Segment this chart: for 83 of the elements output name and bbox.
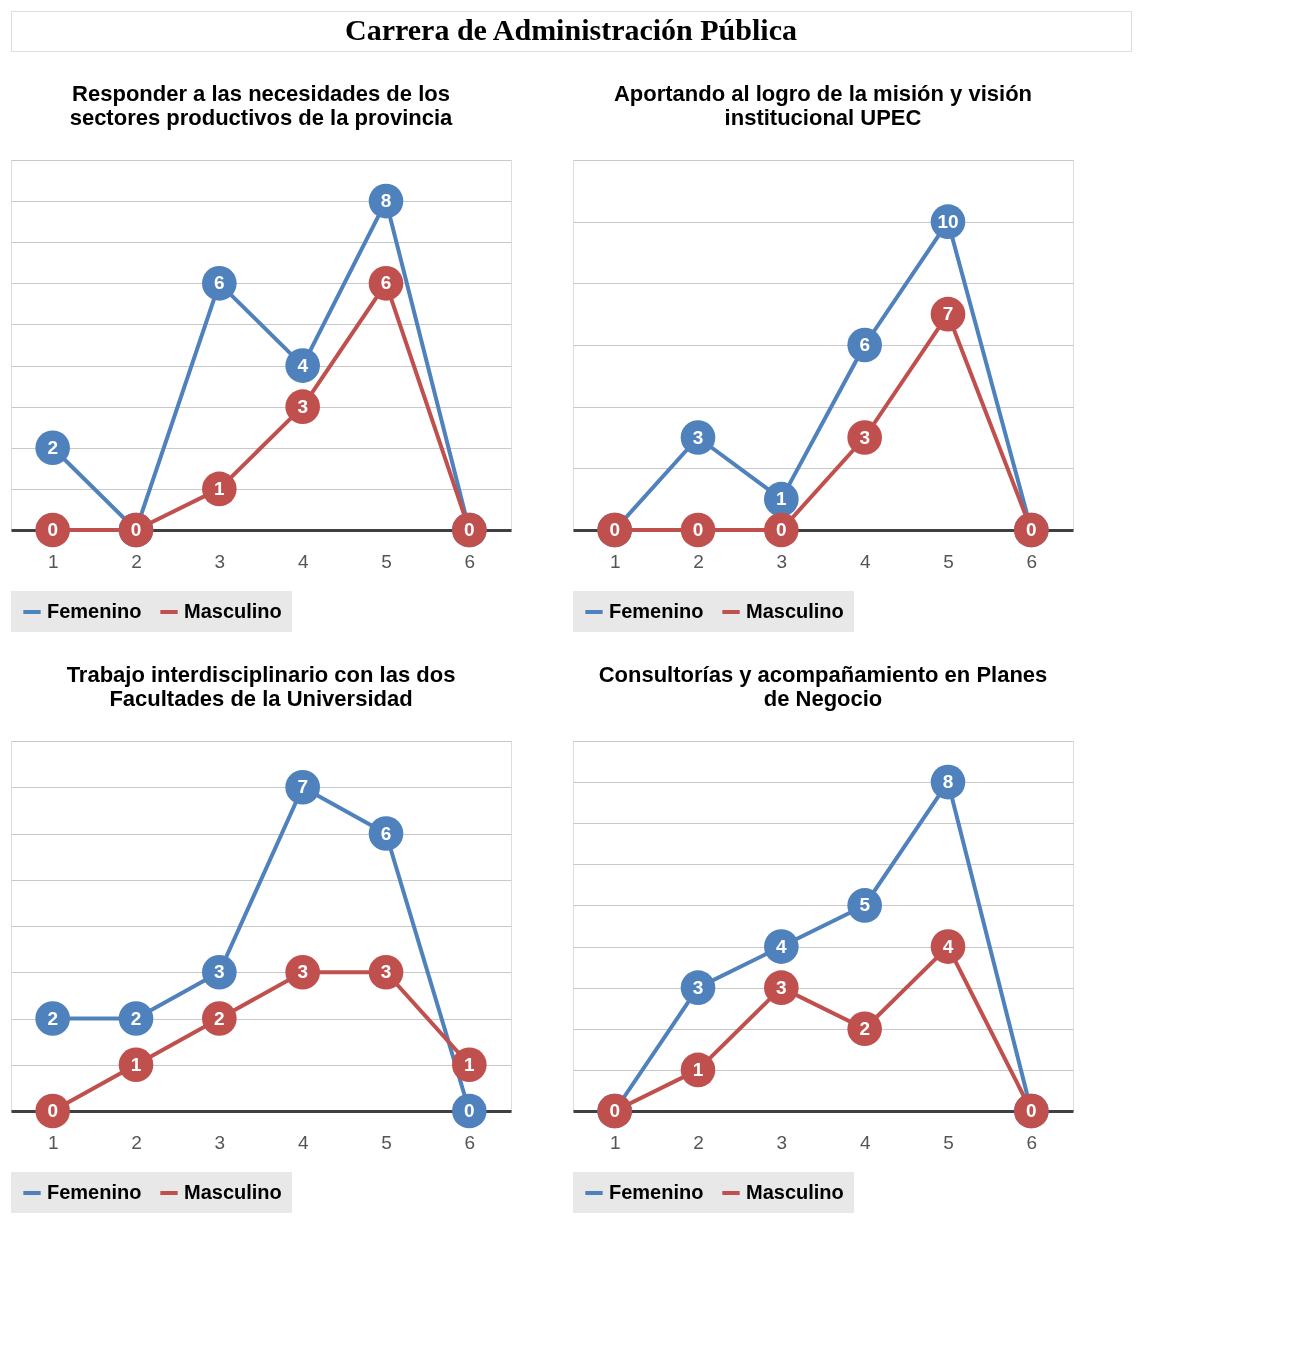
legend-label: Femenino [609, 1181, 704, 1203]
x-tick-label: 1 [47, 1131, 59, 1153]
x-tick-label: 6 [464, 1131, 476, 1153]
legend-label: Femenino [47, 600, 142, 622]
data-label: 0 [47, 1100, 58, 1121]
legend-label: Femenino [609, 600, 704, 622]
data-label: 0 [130, 519, 142, 540]
legend-label: Femenino [47, 1181, 142, 1203]
chart-title: Consultorías y acompañamiento en Planes de Negocio [598, 662, 1048, 711]
data-label: 10 [937, 210, 959, 232]
chart-title: Trabajo interdisciplinario con las dos Facultades de la Universidad [66, 662, 456, 711]
x-tick-label: 5 [381, 1131, 392, 1153]
data-label: 3 [692, 426, 704, 448]
x-tick-label: 1 [609, 550, 621, 572]
point [680, 1052, 716, 1088]
data-label: 6 [214, 272, 225, 294]
data-label: 0 [692, 519, 704, 540]
x-tick-label: 3 [214, 1131, 226, 1153]
data-label: 1 [776, 488, 788, 510]
x-tick-label: 2 [693, 550, 704, 572]
data-label: 8 [380, 190, 392, 212]
x-tick-label: 1 [609, 1131, 621, 1153]
data-label: 3 [214, 961, 225, 983]
x-tick-label: 1 [47, 550, 59, 572]
text: Carrera de Administración Pública [345, 13, 797, 46]
data-label: 0 [1026, 1100, 1037, 1121]
data-label: 0 [47, 519, 58, 540]
data-label: 4 [942, 935, 954, 957]
data-label: 0 [464, 519, 475, 540]
data-label: 6 [859, 334, 870, 355]
data-label: 0 [464, 1100, 475, 1121]
data-label: 6 [380, 272, 392, 294]
data-label: 5 [859, 894, 871, 916]
legend-label: Masculino [184, 1181, 282, 1203]
x-tick-label: 6 [464, 550, 476, 572]
data-label: 0 [609, 519, 620, 540]
data-label: 2 [130, 1007, 142, 1029]
data-label: 7 [942, 303, 954, 325]
x-tick-label: 2 [131, 550, 142, 572]
legend-label: Masculino [746, 600, 844, 622]
data-label: 1 [464, 1053, 476, 1075]
data-label: 2 [47, 1007, 58, 1029]
legend-label: Masculino [184, 600, 282, 622]
data-label: 4 [297, 354, 309, 376]
data-label: 1 [130, 1053, 142, 1075]
data-label: 6 [380, 822, 392, 844]
data-label: 3 [692, 976, 704, 998]
x-tick-label: 5 [943, 550, 954, 572]
data-label: 3 [380, 961, 392, 983]
data-label: 3 [859, 426, 870, 448]
data-label: 1 [214, 477, 226, 499]
legend-label: Masculino [746, 1181, 844, 1203]
x-tick-label: 4 [297, 550, 309, 572]
x-tick-label: 5 [381, 550, 392, 572]
data-label: 2 [859, 1017, 870, 1039]
x-tick-label: 6 [1026, 550, 1038, 572]
chart-title: Responder a las necesidades de los sectores productivos de la provincia [69, 81, 454, 130]
data-label: 3 [297, 961, 308, 983]
data-label: 2 [47, 436, 58, 458]
data-label: 8 [942, 771, 954, 793]
data-label: 2 [214, 1007, 225, 1029]
data-label: 3 [297, 395, 308, 417]
point [118, 1047, 154, 1083]
x-tick-label: 3 [214, 550, 226, 572]
data-label: 0 [1026, 519, 1037, 540]
chart-title: Aportando al logro de la misión y visión institucional UPEC [613, 81, 1033, 130]
data-label: 0 [776, 519, 787, 540]
data-label: 3 [776, 976, 787, 998]
point [452, 1047, 487, 1083]
point [202, 471, 237, 507]
x-tick-label: 2 [693, 1131, 704, 1153]
x-tick-label: 5 [943, 1131, 954, 1153]
data-label: 0 [609, 1100, 620, 1121]
x-tick-label: 3 [776, 550, 788, 572]
x-tick-label: 2 [131, 1131, 142, 1153]
x-tick-label: 6 [1026, 1131, 1038, 1153]
x-tick-label: 4 [859, 1131, 871, 1153]
x-tick-label: 4 [859, 550, 871, 572]
data-label: 1 [692, 1058, 704, 1080]
x-tick-label: 3 [776, 1131, 788, 1153]
data-label: 7 [297, 776, 308, 798]
x-tick-label: 4 [297, 1131, 309, 1153]
data-label: 4 [776, 935, 788, 957]
